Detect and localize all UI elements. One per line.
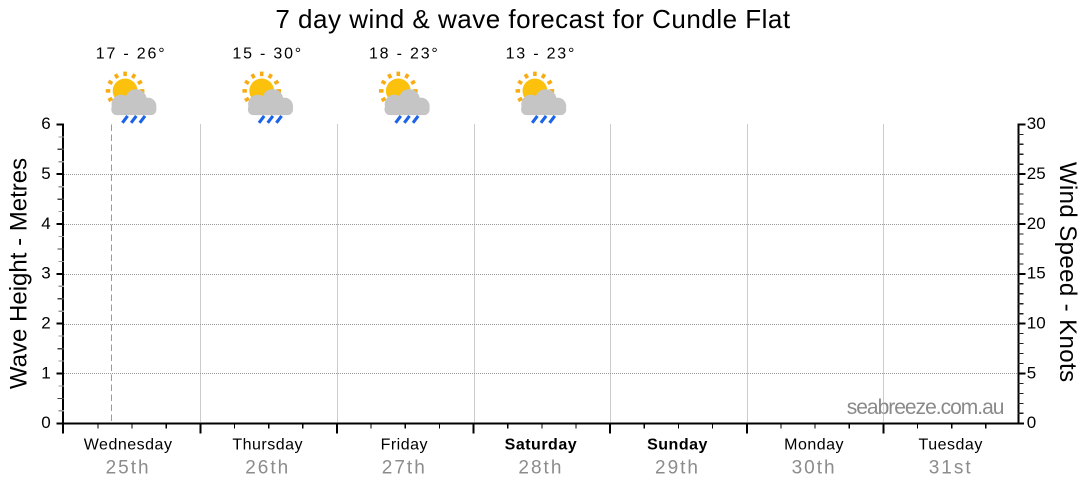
svg-text:Wednesday: Wednesday [84, 436, 173, 453]
svg-text:10: 10 [1027, 314, 1046, 333]
svg-text:4: 4 [41, 214, 50, 233]
svg-text:Wave Height - Metres: Wave Height - Metres [6, 158, 33, 389]
svg-text:18 - 23°: 18 - 23° [369, 46, 440, 63]
svg-text:25: 25 [1027, 164, 1046, 183]
svg-text:Wind Speed - Knots: Wind Speed - Knots [1054, 162, 1080, 383]
svg-text:0: 0 [1027, 413, 1036, 432]
svg-text:27th: 27th [382, 457, 427, 478]
svg-text:30: 30 [1027, 114, 1046, 133]
svg-text:31st: 31st [929, 457, 973, 478]
svg-text:20: 20 [1027, 214, 1046, 233]
svg-text:29th: 29th [655, 457, 700, 478]
svg-text:Monday: Monday [784, 436, 844, 453]
svg-text:2: 2 [41, 314, 50, 333]
svg-text:5: 5 [1027, 363, 1036, 382]
svg-text:17 - 26°: 17 - 26° [96, 46, 167, 63]
svg-text:13 - 23°: 13 - 23° [506, 46, 577, 63]
svg-text:5: 5 [41, 164, 50, 183]
svg-text:3: 3 [41, 264, 50, 283]
svg-text:Friday: Friday [381, 436, 428, 453]
svg-text:26th: 26th [245, 457, 290, 478]
svg-text:0: 0 [41, 413, 50, 432]
svg-text:Saturday: Saturday [505, 436, 577, 453]
svg-text:30th: 30th [792, 457, 837, 478]
svg-text:1: 1 [41, 363, 50, 382]
svg-text:15: 15 [1027, 264, 1046, 283]
svg-text:7 day wind & wave forecast for: 7 day wind & wave forecast for Cundle Fl… [275, 4, 791, 34]
svg-text:Tuesday: Tuesday [919, 436, 983, 453]
svg-text:28th: 28th [518, 457, 563, 478]
svg-text:15 - 30°: 15 - 30° [232, 46, 303, 63]
svg-text:seabreeze.com.au: seabreeze.com.au [847, 396, 1004, 419]
svg-text:Sunday: Sunday [647, 436, 708, 453]
svg-text:Thursday: Thursday [232, 436, 303, 453]
svg-text:25th: 25th [106, 457, 151, 478]
svg-text:6: 6 [41, 114, 50, 133]
